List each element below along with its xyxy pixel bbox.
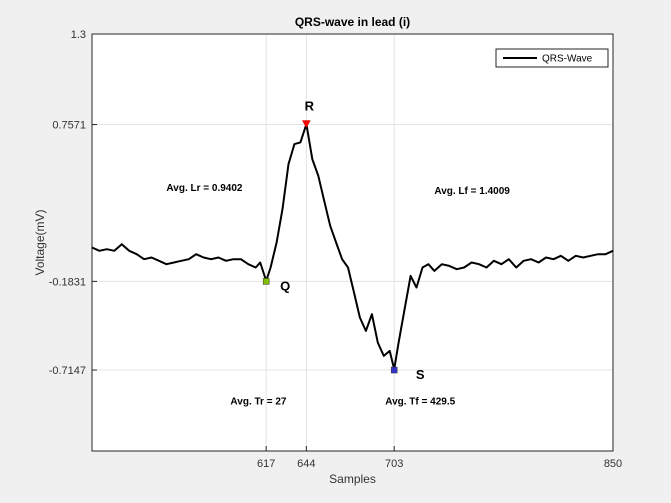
legend-label: QRS-Wave [542, 54, 593, 65]
axes-box [91, 33, 614, 452]
annotation-1: Avg. Lf = 1.4009 [434, 186, 510, 197]
plot-area [92, 34, 613, 451]
point-marker-q [262, 278, 270, 285]
legend-box [495, 48, 609, 68]
point-label-q: Q [280, 278, 290, 293]
y-axis-label: Voltage(mV) [33, 209, 47, 275]
y-tick-label: 1.3 [71, 29, 86, 41]
point-marker-s [390, 366, 398, 374]
point-label-r: R [305, 99, 315, 114]
chart-title: QRS-wave in lead (i) [295, 15, 410, 29]
point-marker-r [301, 120, 311, 129]
x-tick-label: 850 [604, 458, 622, 470]
y-tick-label: -0.7147 [49, 365, 86, 377]
annotation-2: Avg. Tr = 27 [230, 396, 286, 407]
x-tick-label: 617 [257, 458, 275, 470]
annotation-3: Avg. Tf = 429.5 [385, 396, 455, 407]
point-label-s: S [416, 367, 425, 382]
x-axis-label: Samples [329, 472, 376, 486]
series-line-qrs-wave [91, 123, 614, 371]
y-tick-label: -0.1831 [49, 276, 86, 288]
x-tick-label: 703 [385, 458, 403, 470]
y-tick-label: 0.7571 [52, 120, 86, 132]
x-tick-label: 644 [297, 458, 315, 470]
annotation-0: Avg. Lr = 0.9402 [166, 183, 242, 194]
